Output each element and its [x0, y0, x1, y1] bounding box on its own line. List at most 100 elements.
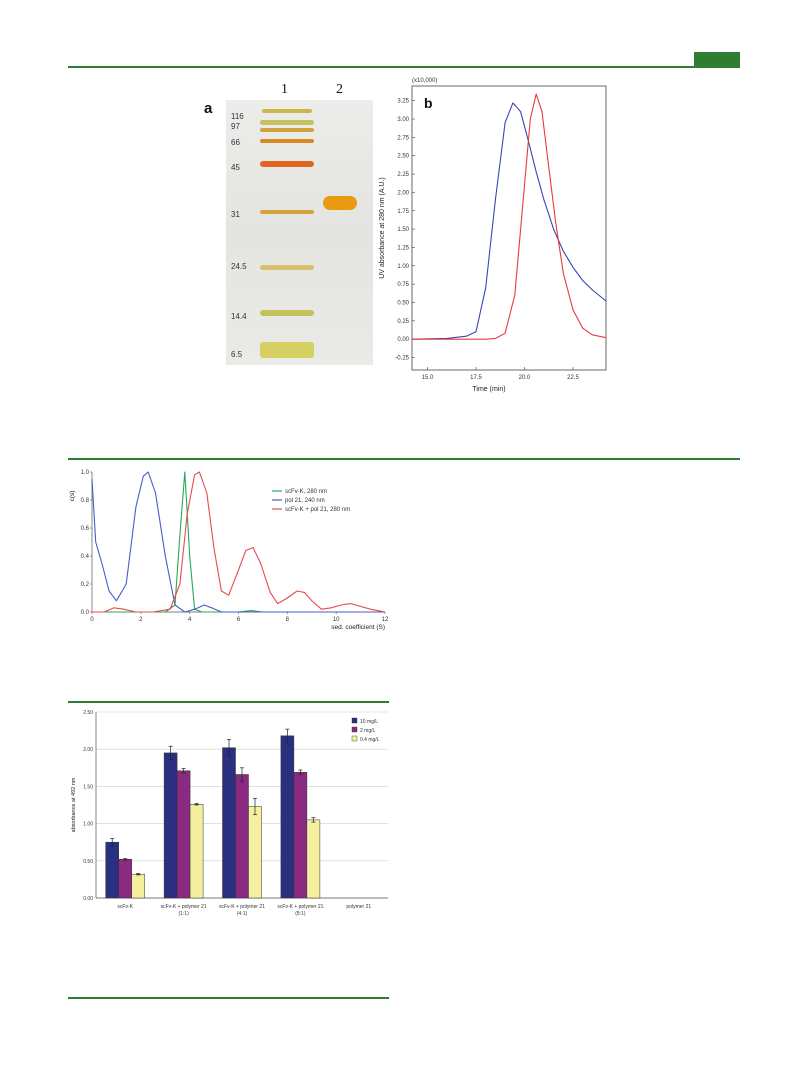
y-tick-label: 0.0	[81, 610, 90, 616]
x-tick-label: 22.5	[567, 375, 579, 381]
section-rule	[68, 458, 740, 460]
legend-label: 0.4 mg/L	[360, 737, 380, 743]
marker-label: 14.4	[231, 312, 247, 321]
x-tick-label: 12	[382, 617, 389, 623]
panel-label-a: a	[204, 100, 213, 117]
gel-band-lane2	[323, 196, 357, 210]
marker-label: 31	[231, 210, 240, 219]
y-tick-label: 0.50	[83, 859, 93, 865]
series-line-1	[411, 102, 607, 340]
plot-frame	[411, 85, 607, 371]
category-label: scFv-K	[117, 904, 133, 910]
gel-band	[260, 265, 314, 270]
bar	[306, 819, 321, 899]
series-line-1	[92, 471, 385, 613]
x-tick-label: 0	[90, 617, 94, 623]
gel-band	[260, 139, 314, 143]
bar	[105, 841, 119, 899]
y-tick-label: 2.00	[397, 190, 409, 196]
x-tick-label: 15.0	[422, 375, 434, 381]
y-tick-label: 0.2	[81, 582, 90, 588]
y-tick-label: 0.4	[81, 554, 90, 560]
marker-label: 116	[231, 112, 244, 121]
category-label: polymer 21	[346, 904, 371, 910]
y-tick-label: 0.25	[397, 319, 409, 325]
gel-band	[260, 120, 314, 125]
legend-swatch	[351, 735, 358, 742]
y-tick-label: 1.0	[81, 470, 90, 476]
y-tick-label: 2.00	[83, 747, 93, 753]
y-tick-label: 0.50	[397, 300, 409, 306]
x-axis-label: sed. coefficient (S)	[331, 624, 385, 631]
category-label: scFv-K + polymer 21	[161, 904, 207, 910]
axis-multiplier: (x10,000)	[412, 78, 437, 84]
legend-swatch	[351, 726, 358, 733]
category-label: scFv-K + polymer 21	[219, 904, 265, 910]
marker-label: 97	[231, 122, 240, 131]
legend-swatch	[351, 717, 358, 724]
marker-label: 6.5	[231, 350, 243, 359]
y-tick-label: 1.50	[83, 784, 93, 790]
x-tick-label: 20.0	[519, 375, 531, 381]
x-axis-label: Time (min)	[472, 386, 505, 393]
gel-band	[262, 109, 312, 113]
bar	[176, 770, 191, 899]
series-line-2	[91, 471, 385, 613]
y-tick-label: 0.00	[397, 337, 409, 343]
marker-label: 45	[231, 163, 240, 172]
bar	[189, 804, 204, 899]
y-tick-label: 2.50	[83, 710, 93, 716]
section-rule	[68, 701, 389, 703]
bar	[163, 752, 178, 899]
panel-label-b: b	[424, 95, 433, 111]
y-axis-label: c(s)	[69, 491, 76, 502]
x-tick-label: 2	[139, 617, 143, 623]
y-tick-label: 3.25	[397, 99, 409, 105]
series-line-3	[92, 471, 386, 613]
lane-label-2: 2	[336, 82, 343, 97]
y-tick-label: 0.6	[81, 526, 90, 532]
bar	[248, 806, 262, 899]
bar	[235, 774, 249, 899]
x-tick-label: 8	[286, 617, 290, 623]
x-tick-label: 10	[333, 617, 340, 623]
y-tick-label: 1.00	[83, 822, 93, 828]
category-label: (1:1)	[178, 911, 189, 917]
y-tick-label: 2.75	[397, 135, 409, 141]
legend-label: pol 21, 240 nm	[285, 498, 325, 504]
y-axis-label: absorbance at 492 nm	[71, 777, 77, 832]
y-tick-label: 1.75	[397, 209, 409, 215]
lane-label-1: 1	[281, 82, 288, 97]
y-tick-label: 1.25	[397, 245, 409, 251]
bar	[222, 747, 236, 899]
gel-band	[260, 342, 314, 358]
y-tick-label: 3.00	[397, 117, 409, 123]
category-label: (4:1)	[237, 911, 248, 917]
y-tick-label: 0.75	[397, 282, 409, 288]
x-tick-label: 6	[237, 617, 241, 623]
bar	[118, 859, 132, 899]
y-tick-label: 1.00	[397, 264, 409, 270]
y-tick-label: 0.00	[83, 896, 93, 902]
category-label: (8:1)	[295, 911, 306, 917]
y-axis-label: UV absorbance at 280 nm (A.U.)	[379, 177, 386, 279]
marker-label: 24.5	[231, 262, 247, 271]
hplc-chart: (x10,000) b -0.25 0.00 0.25 0.50 0.75 1.00 1.25 1…	[379, 78, 607, 393]
y-tick-label: -0.25	[395, 356, 409, 362]
series-line-2	[412, 93, 607, 340]
y-tick-label: 0.8	[81, 498, 90, 504]
bar	[131, 873, 145, 899]
y-tick-label: 1.50	[397, 227, 409, 233]
y-tick-label: 2.50	[397, 154, 409, 160]
sds-page-gel	[226, 100, 373, 365]
gel-band	[260, 210, 314, 214]
legend-label: scFv-K, 280 nm	[285, 489, 327, 495]
absorbance-bar-chart: 0.00 0.50 1.00 1.50 2.00 2.50 absorbance at 49…	[71, 710, 388, 917]
bar	[293, 772, 308, 899]
header-tab	[694, 52, 740, 68]
x-tick-label: 4	[188, 617, 192, 623]
category-label: scFv-K + polymer 21	[277, 904, 323, 910]
gel-band	[260, 310, 314, 316]
y-tick-label: 2.25	[397, 172, 409, 178]
